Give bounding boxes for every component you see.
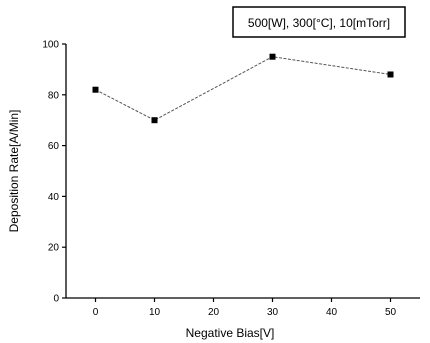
- data-point-marker: [269, 53, 276, 60]
- series-line: [95, 56, 391, 121]
- y-tick-label: 100: [42, 40, 59, 51]
- x-tick-label: 20: [208, 307, 220, 318]
- x-tick-label: 50: [385, 307, 397, 318]
- axes: [65, 44, 420, 299]
- x-axis-ticks: 0 10 20 30 40 50: [93, 298, 397, 318]
- y-tick-label: 20: [48, 243, 60, 254]
- data-series: [92, 53, 394, 124]
- x-tick-label: 10: [149, 307, 161, 318]
- y-tick-label: 60: [48, 141, 60, 152]
- y-axis-title: Deposition Rate[A/Min]: [7, 110, 21, 233]
- x-tick-label: 30: [267, 307, 279, 318]
- data-point-marker: [92, 86, 99, 93]
- y-tick-label: 0: [53, 294, 59, 305]
- data-point-marker: [387, 71, 394, 78]
- y-tick-label: 80: [48, 90, 60, 101]
- condition-legend-box: 500[W], 300[°C], 10[mTorr]: [232, 6, 406, 38]
- y-tick-label: 40: [48, 192, 60, 203]
- x-tick-label: 0: [93, 307, 99, 318]
- condition-legend-border: [232, 6, 406, 38]
- condition-legend-text: 500[W], 300[°C], 10[mTorr]: [248, 16, 390, 30]
- data-point-marker: [151, 117, 158, 124]
- x-axis-title: Negative Bias[V]: [186, 326, 275, 340]
- y-axis-ticks: 0 20 40 60 80 100: [42, 40, 66, 305]
- x-tick-label: 40: [326, 307, 338, 318]
